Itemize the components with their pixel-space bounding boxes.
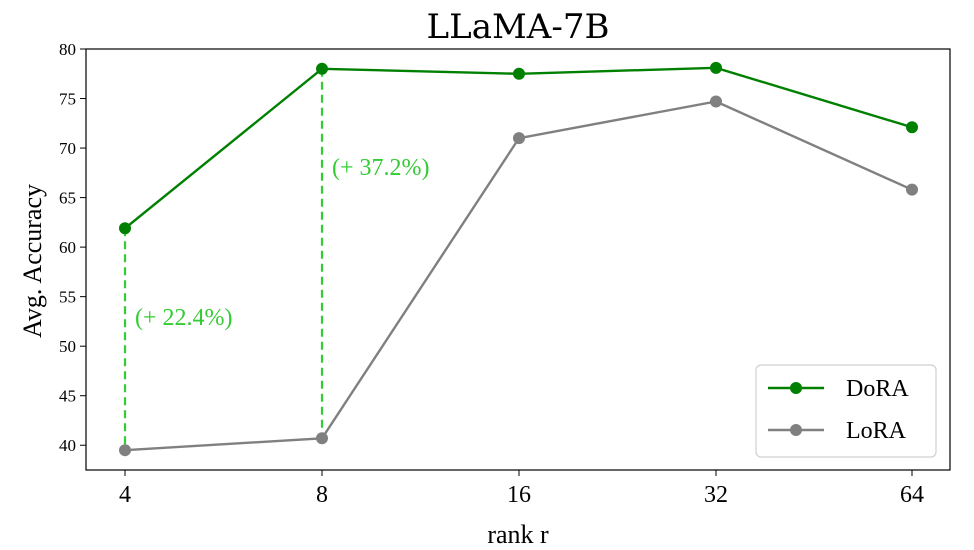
improvement-annotation: (+ 22.4%) [135,305,233,331]
series-line-dora [124,66,913,230]
x-tick-label: 8 [316,482,328,508]
y-tick-label: 80 [59,40,76,59]
x-tick-label: 4 [119,482,131,508]
y-tick-label: 60 [59,238,76,257]
y-tick-label: 50 [59,337,76,356]
y-axis-label: Avg. Accuracy [18,184,47,338]
y-tick-label: 75 [59,90,76,109]
y-tick-label: 55 [59,288,76,307]
legend: DoRA LoRA [755,364,937,458]
data-point-dora [710,61,722,74]
legend-label-lora: LoRA [846,418,907,444]
y-tick-label: 45 [59,387,76,406]
chart-title: LLaMA-7B [427,7,610,47]
y-tick-label: 70 [59,139,76,158]
x-tick-label: 16 [507,482,531,508]
data-point-lora [906,183,918,196]
data-point-dora [316,62,328,75]
x-axis-label: rank r [487,520,549,549]
plot-frame [85,48,951,471]
legend-marker-lora [790,424,802,436]
data-point-lora [710,95,722,108]
legend-label-dora: DoRA [846,376,909,402]
legend-marker-dora [790,382,802,394]
data-point-dora [906,121,918,134]
data-point-dora [513,67,525,80]
data-point-lora [119,444,131,457]
x-tick-label: 64 [900,482,924,508]
data-point-dora [119,222,131,235]
y-tick-label: 40 [59,436,76,455]
data-point-lora [513,132,525,145]
improvement-annotation: (+ 37.2%) [332,155,430,181]
y-tick-label: 65 [59,189,76,208]
x-tick-label: 32 [704,482,728,508]
data-point-lora [316,432,328,445]
